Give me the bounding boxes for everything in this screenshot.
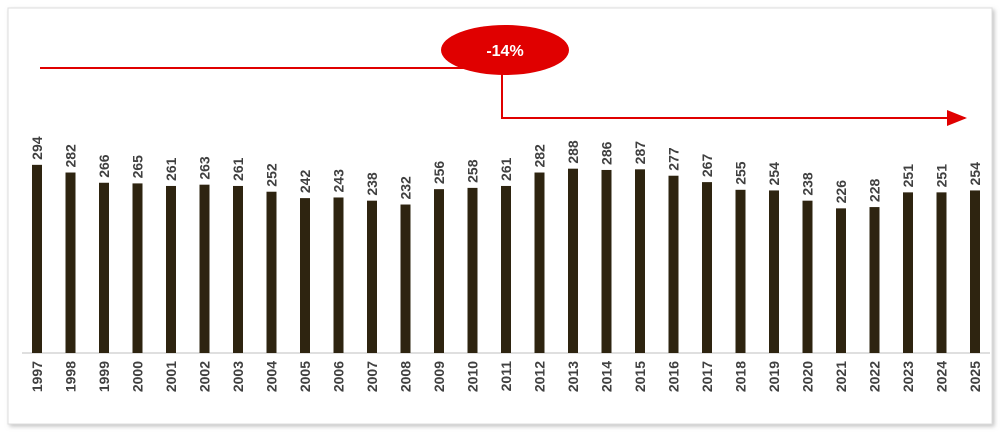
bar [836,208,846,353]
x-tick-label: 2015 [632,361,648,392]
value-label: 286 [599,141,615,165]
bar [936,192,947,353]
x-tick-label: 2014 [599,361,615,392]
x-tick-label: 2021 [833,361,849,392]
bar [99,182,109,353]
value-label: 261 [163,157,179,181]
x-tick-label: 2016 [666,361,682,392]
value-label: 282 [532,144,548,168]
value-label: 242 [297,170,313,194]
x-tick-label: 2013 [565,361,581,392]
bar [65,172,76,353]
x-tick-label: 1997 [29,361,45,392]
bar [769,190,779,353]
value-label: 256 [431,161,447,185]
bar [367,200,377,353]
x-tick-label: 2004 [264,361,280,392]
x-tick-label: 2019 [766,361,782,392]
value-label: 243 [331,169,347,193]
bar [434,189,444,353]
bar [266,191,277,353]
bar [333,197,344,353]
bar [400,204,411,353]
value-label: 255 [733,161,749,185]
bar [534,172,545,353]
bar [199,184,210,353]
value-label: 254 [967,162,983,186]
x-tick-label: 2020 [800,361,816,392]
value-label: 251 [934,164,950,188]
x-tick-label: 2011 [498,361,514,392]
value-label: 294 [29,136,45,160]
value-label: 238 [800,172,816,196]
x-tick-label: 2003 [230,361,246,392]
x-tick-label: 2006 [331,361,347,392]
x-tick-label: 2025 [967,361,983,392]
value-label: 232 [398,176,414,200]
value-label: 252 [264,163,280,187]
value-label: 263 [197,156,213,180]
bar [668,175,679,353]
bar [869,207,880,353]
value-label: 261 [230,157,246,181]
bar [32,164,42,353]
bar [735,189,746,353]
x-tick-label: 2009 [431,361,447,392]
bar [601,169,612,353]
value-label: 238 [364,172,380,196]
bar [903,192,913,353]
x-tick-label: 2007 [364,361,380,392]
bar [635,169,645,353]
bar [501,185,511,353]
value-label: 254 [766,162,782,186]
x-tick-label: 2010 [465,361,481,392]
value-label: 226 [833,180,849,204]
value-label: 251 [900,164,916,188]
x-tick-label: 2017 [699,361,715,392]
x-tick-label: 2022 [867,361,883,392]
value-label: 228 [867,179,883,203]
x-tick-label: 2008 [398,361,414,392]
bar [166,185,176,353]
bar [233,185,243,353]
value-label: 258 [465,159,481,183]
x-tick-label: 2012 [532,361,548,392]
bar [970,190,980,353]
x-tick-label: 2000 [130,361,146,392]
value-label: 282 [63,144,79,168]
x-tick-label: 2002 [197,361,213,392]
annotation-badge [441,25,569,75]
bar [300,198,310,353]
bar [802,200,813,353]
bar [132,183,143,353]
x-tick-label: 2024 [934,361,950,392]
value-label: 288 [565,140,581,164]
bar [568,168,578,353]
annotation-arrow [501,68,967,126]
annotation-label: -14% [486,43,523,60]
value-label: 261 [498,157,514,181]
x-tick-label: 2018 [733,361,749,392]
value-label: 277 [666,147,682,171]
x-tick-label: 2023 [900,361,916,392]
bar [702,182,712,353]
value-label: 267 [699,154,715,178]
value-label: 287 [632,141,648,165]
value-label: 265 [130,155,146,179]
x-tick-label: 2001 [163,361,179,392]
x-tick-label: 2005 [297,361,313,392]
bar [467,187,478,353]
x-tick-label: 1999 [96,361,112,392]
value-label: 266 [96,154,112,178]
x-tick-label: 1998 [63,361,79,392]
